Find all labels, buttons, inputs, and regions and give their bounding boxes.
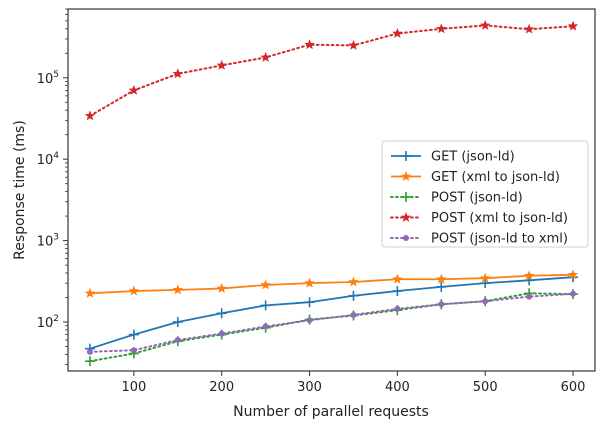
y-tick-label: 105 bbox=[37, 70, 59, 87]
data-point bbox=[438, 301, 445, 308]
data-point bbox=[172, 68, 184, 79]
data-point bbox=[260, 300, 271, 311]
data-point bbox=[479, 272, 491, 283]
data-point bbox=[260, 279, 271, 290]
legend-marker bbox=[401, 151, 411, 161]
data-point bbox=[567, 20, 579, 31]
legend-label: POST (xml to json-ld) bbox=[431, 211, 568, 226]
plot-frame bbox=[67, 8, 596, 372]
legend-box bbox=[381, 140, 589, 248]
data-point bbox=[128, 329, 139, 340]
x-tick-label: 500 bbox=[473, 380, 498, 395]
y-tick-label: 103 bbox=[37, 233, 59, 250]
series-post-json-ld-to-xml bbox=[86, 290, 577, 355]
data-point bbox=[304, 297, 315, 308]
y-tick-label: 104 bbox=[37, 151, 60, 168]
series-line bbox=[89, 273, 574, 295]
data-point bbox=[570, 290, 577, 297]
data-point bbox=[523, 23, 535, 34]
data-point bbox=[348, 290, 359, 301]
data-point bbox=[218, 330, 225, 337]
series-line bbox=[88, 292, 575, 353]
data-point bbox=[436, 273, 447, 284]
data-point bbox=[348, 39, 359, 50]
legend-marker bbox=[400, 212, 412, 222]
series-line bbox=[89, 276, 574, 350]
data-point bbox=[392, 273, 403, 284]
data-point bbox=[482, 298, 489, 305]
x-tick-label: 300 bbox=[297, 380, 322, 395]
legend-entries: GET (json-ld) GET (xml to json-ld) POST (j… bbox=[390, 150, 568, 247]
series-post-xml-to-json-ld bbox=[84, 19, 579, 121]
data-point bbox=[526, 293, 533, 300]
legend-label: GET (json-ld) bbox=[431, 150, 515, 165]
legend-entry: POST (json-ld) bbox=[390, 191, 523, 206]
data-point bbox=[216, 59, 227, 70]
data-point bbox=[172, 316, 183, 327]
data-point bbox=[130, 347, 137, 354]
data-point bbox=[306, 317, 313, 324]
legend-entry: POST (xml to json-ld) bbox=[390, 211, 568, 226]
legend-label: POST (json-ld to xml) bbox=[431, 232, 568, 247]
x-axis: 100 200 300 400 500 600 bbox=[121, 371, 585, 395]
data-point bbox=[84, 356, 95, 367]
legend-marker bbox=[400, 171, 412, 181]
x-tick-label: 200 bbox=[209, 380, 234, 395]
series-line bbox=[88, 24, 575, 117]
legend-entry: POST (json-ld to xml) bbox=[390, 232, 568, 247]
data-point bbox=[392, 28, 403, 38]
legend-marker bbox=[403, 235, 409, 241]
data-point bbox=[172, 284, 184, 295]
data-point bbox=[84, 287, 96, 298]
data-point bbox=[84, 110, 96, 121]
data-point bbox=[128, 84, 140, 95]
data-point bbox=[479, 19, 491, 30]
data-point bbox=[216, 282, 227, 293]
legend-marker bbox=[401, 192, 411, 202]
x-tick-label: 100 bbox=[121, 380, 146, 395]
series-layer bbox=[84, 19, 579, 367]
legend: GET (json-ld) GET (xml to json-ld) POST (j… bbox=[381, 140, 589, 248]
data-point bbox=[304, 277, 315, 288]
data-point bbox=[174, 337, 181, 344]
x-tick-label: 400 bbox=[385, 380, 410, 395]
data-point bbox=[436, 23, 447, 34]
data-point bbox=[304, 39, 315, 50]
data-point bbox=[262, 323, 269, 330]
data-point bbox=[86, 348, 93, 355]
legend-label: GET (xml to json-ld) bbox=[431, 170, 560, 185]
y-axis: 102 103 104 105 bbox=[37, 8, 68, 365]
y-tick-label: 102 bbox=[37, 314, 59, 331]
legend-entry: GET (json-ld) bbox=[391, 150, 515, 165]
series-get-xml-to-json-ld bbox=[84, 269, 579, 298]
data-point bbox=[348, 276, 359, 287]
data-point bbox=[216, 308, 227, 319]
data-point bbox=[394, 305, 401, 312]
legend-entry: GET (xml to json-ld) bbox=[391, 170, 560, 185]
y-axis-label: Response time (ms) bbox=[12, 120, 28, 260]
data-point bbox=[260, 51, 271, 62]
data-point bbox=[567, 269, 579, 280]
data-point bbox=[350, 311, 357, 318]
data-point bbox=[523, 270, 535, 281]
data-point bbox=[392, 286, 403, 297]
legend-label: POST (json-ld) bbox=[431, 191, 523, 206]
x-tick-label: 600 bbox=[561, 380, 586, 395]
x-axis-label: Number of parallel requests bbox=[233, 404, 429, 420]
series-get-json-ld bbox=[84, 272, 579, 354]
data-point bbox=[436, 281, 447, 292]
data-point bbox=[128, 285, 140, 296]
